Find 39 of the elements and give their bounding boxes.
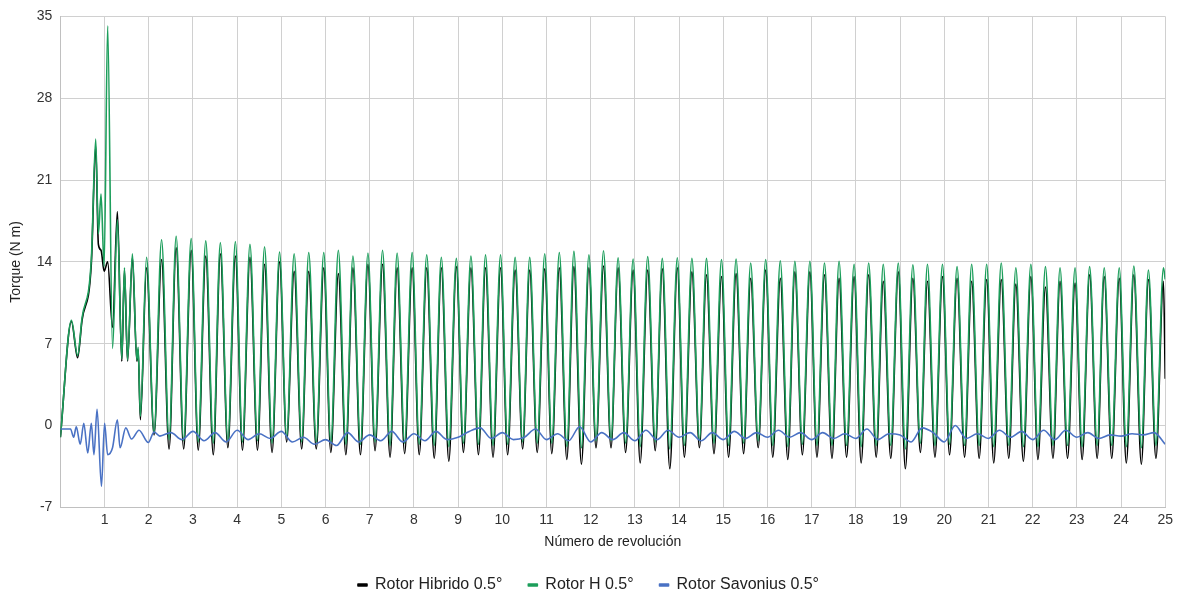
x-tick-label: 18 xyxy=(848,510,864,527)
x-tick-label: 10 xyxy=(494,510,511,527)
x-tick-label: 25 xyxy=(1157,510,1174,527)
x-tick-label: 24 xyxy=(1113,510,1130,527)
x-tick-label: 5 xyxy=(277,510,286,527)
x-tick-label: 13 xyxy=(627,510,643,527)
x-tick-label: 2 xyxy=(144,510,153,527)
x-tick-label: 16 xyxy=(759,510,776,527)
x-tick-label: 11 xyxy=(539,510,554,527)
x-tick-label: 8 xyxy=(410,510,419,527)
x-tick-label: 12 xyxy=(582,510,599,527)
y-tick-label: 28 xyxy=(36,89,53,106)
x-tick-label: 9 xyxy=(454,510,463,527)
line-series xyxy=(60,408,1166,488)
x-tick-label: 17 xyxy=(803,510,820,527)
y-tick-label: -7 xyxy=(39,498,53,515)
y-tick-label: 35 xyxy=(36,7,53,24)
x-tick-label: 15 xyxy=(715,510,732,527)
line-series xyxy=(60,24,1166,450)
x-tick-label: 22 xyxy=(1024,510,1041,527)
x-tick-label: 19 xyxy=(892,510,909,527)
legend-label: Rotor H 0.5° xyxy=(545,575,634,593)
x-tick-label: 21 xyxy=(980,510,997,527)
x-tick-label: 1 xyxy=(100,510,109,527)
x-tick-label: 14 xyxy=(671,510,688,527)
y-tick-label: 14 xyxy=(36,252,53,269)
y-axis-title: Torque (N m) xyxy=(7,221,24,303)
x-tick-label: 23 xyxy=(1069,510,1085,527)
legend-label: Rotor Hibrido 0.5° xyxy=(374,575,503,593)
x-tick-label: 6 xyxy=(321,510,330,527)
x-tick-label: 3 xyxy=(189,510,198,527)
x-axis-title: Número de revolución xyxy=(544,533,682,550)
y-tick-label: 21 xyxy=(36,170,53,187)
x-tick-label: 20 xyxy=(936,510,953,527)
y-tick-label: 7 xyxy=(44,334,53,351)
x-tick-label: 4 xyxy=(233,510,242,527)
legend-label: Rotor Savonius 0.5° xyxy=(676,575,820,593)
y-tick-label: 0 xyxy=(44,416,53,433)
x-tick-label: 7 xyxy=(365,510,374,527)
